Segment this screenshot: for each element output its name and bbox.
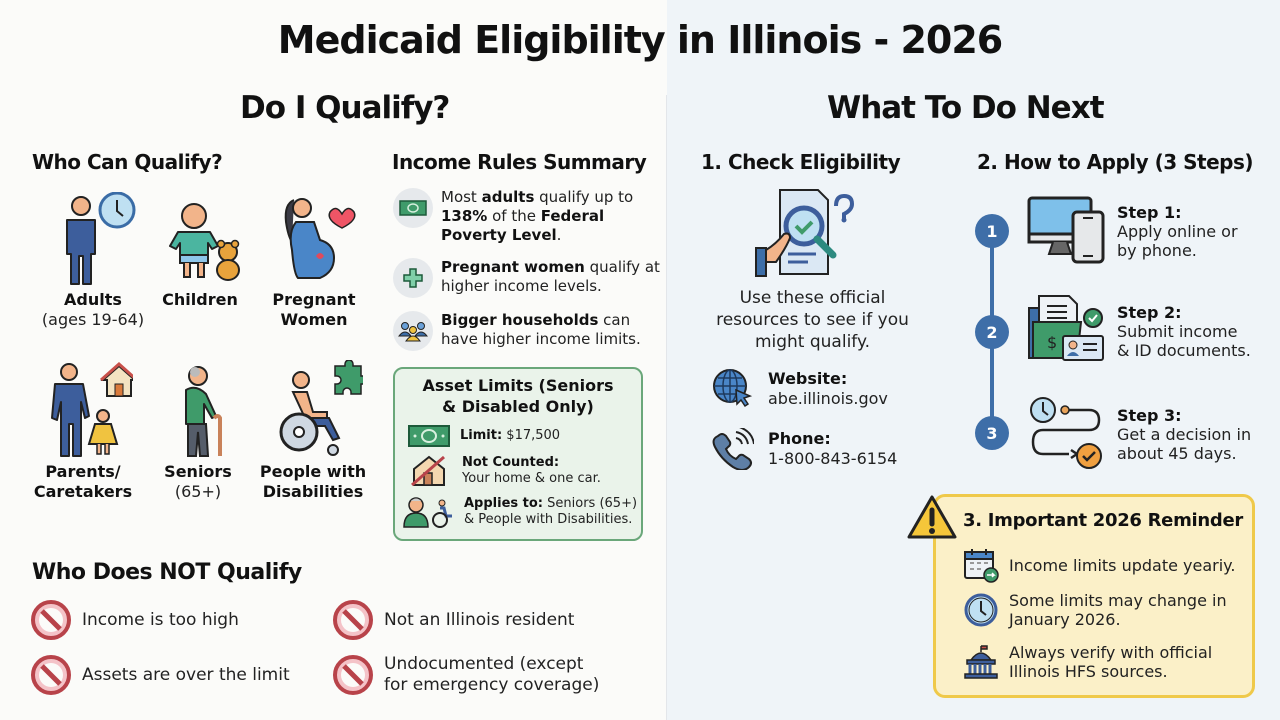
reminder-title: 3. Important 2026 Reminder bbox=[963, 510, 1243, 531]
step-2-badge: 2 bbox=[975, 315, 1009, 349]
phone-number[interactable]: 1-800-843-6154 bbox=[768, 449, 898, 468]
globe-cursor-icon bbox=[713, 369, 753, 408]
money-icon bbox=[408, 425, 450, 447]
senior-cane-icon bbox=[185, 366, 222, 457]
asset-not-counted-row: Not Counted: Your home & one car. bbox=[410, 455, 601, 487]
government-building-icon bbox=[964, 645, 998, 679]
not-qualify-undocumented: Undocumented (except for emergency covera… bbox=[332, 654, 599, 696]
wheelchair-puzzle-icon bbox=[279, 360, 363, 456]
reminder-item-3: Always verify with official Illinois HFS … bbox=[963, 643, 1212, 681]
prohibited-icon bbox=[31, 655, 71, 695]
asset-limits-box: Asset Limits (Seniors & Disabled Only) bbox=[393, 367, 643, 541]
not-qualify-resident: Not an Illinois resident bbox=[332, 599, 574, 641]
documents-folder-icon: $ bbox=[1028, 295, 1104, 361]
income-rule-pregnant: Pregnant women qualify at higher income … bbox=[393, 258, 663, 298]
phone-contact[interactable]: Phone: 1-800-843-6154 bbox=[712, 428, 897, 470]
svg-text:$: $ bbox=[1047, 333, 1057, 352]
prohibited-icon bbox=[333, 655, 373, 695]
group-seniors: Seniors (65+) bbox=[138, 360, 258, 502]
plus-icon bbox=[393, 258, 433, 298]
timeline-clock-check-icon bbox=[1030, 397, 1102, 469]
asset-limit-row: Limit: $17,500 bbox=[408, 425, 560, 447]
computer-phone-icon bbox=[1027, 196, 1105, 264]
not-qualify-income: Income is too high bbox=[30, 599, 239, 641]
step-1-text: Step 1: Apply online or by phone. bbox=[1117, 203, 1238, 260]
senior-wheelchair-icon bbox=[403, 497, 452, 528]
prohibited-icon bbox=[31, 600, 71, 640]
child-teddy-icon bbox=[169, 203, 240, 281]
who-can-qualify-title: Who Can Qualify? bbox=[32, 150, 223, 174]
asset-applies-to-row: Applies to: Seniors (65+) & People with D… bbox=[402, 495, 637, 529]
prohibited-icon bbox=[333, 600, 373, 640]
reminder-item-1: Income limits update yeariy. bbox=[963, 547, 1235, 583]
step-1-badge: 1 bbox=[975, 214, 1009, 248]
adult-clock-icon bbox=[66, 192, 136, 285]
reminder-item-2: Some limits may change in January 2026. bbox=[963, 591, 1227, 629]
income-rule-adults: Most adults qualify up to 138% of the Fe… bbox=[393, 188, 663, 245]
step-3-text: Step 3: Get a decision in about 45 days. bbox=[1117, 406, 1252, 463]
how-to-apply-title: 2. How to Apply (3 Steps) bbox=[977, 150, 1254, 174]
not-qualify-assets: Assets are over the limit bbox=[30, 654, 290, 696]
group-pregnant-women: Pregnant Women bbox=[254, 192, 374, 330]
clock-icon bbox=[964, 593, 998, 627]
warning-icon bbox=[907, 495, 957, 539]
group-children: Children bbox=[140, 192, 260, 310]
phone-icon bbox=[712, 428, 754, 470]
group-parents-caretakers: Parents/ Caretakers bbox=[23, 360, 143, 502]
money-icon bbox=[393, 188, 433, 228]
income-rule-households: Bigger households can have higher income… bbox=[393, 311, 663, 351]
document-magnifier-icon bbox=[755, 189, 855, 277]
column-divider bbox=[666, 95, 667, 720]
left-panel-bg bbox=[0, 0, 667, 720]
not-qualify-title: Who Does NOT Qualify bbox=[32, 560, 302, 585]
group-people-with-disabilities: People with Disabilities bbox=[253, 360, 373, 502]
asset-limits-title: Asset Limits (Seniors & Disabled Only) bbox=[422, 376, 614, 416]
house-crossed-icon bbox=[411, 455, 445, 487]
right-heading: What To Do Next bbox=[827, 90, 1105, 126]
step-3-badge: 3 bbox=[975, 416, 1009, 450]
income-rules-title: Income Rules Summary bbox=[392, 150, 647, 174]
check-eligibility-title: 1. Check Eligibility bbox=[701, 150, 901, 174]
parent-child-house-icon bbox=[51, 361, 133, 457]
website-contact[interactable]: Website: abe.illinois.gov bbox=[712, 368, 888, 410]
calendar-icon bbox=[964, 549, 999, 583]
website-link[interactable]: abe.illinois.gov bbox=[768, 389, 888, 408]
page-title: Medicaid Eligibility in Illinois - 2026 bbox=[277, 18, 1003, 62]
pregnant-woman-icon bbox=[284, 198, 356, 279]
left-heading: Do I Qualify? bbox=[240, 90, 450, 126]
check-description: Use these official resources to see if y… bbox=[716, 288, 909, 352]
step-2-text: Step 2: Submit income & ID documents. bbox=[1117, 303, 1251, 360]
people-group-icon bbox=[393, 311, 433, 351]
group-adults: Adults (ages 19-64) bbox=[33, 192, 153, 330]
